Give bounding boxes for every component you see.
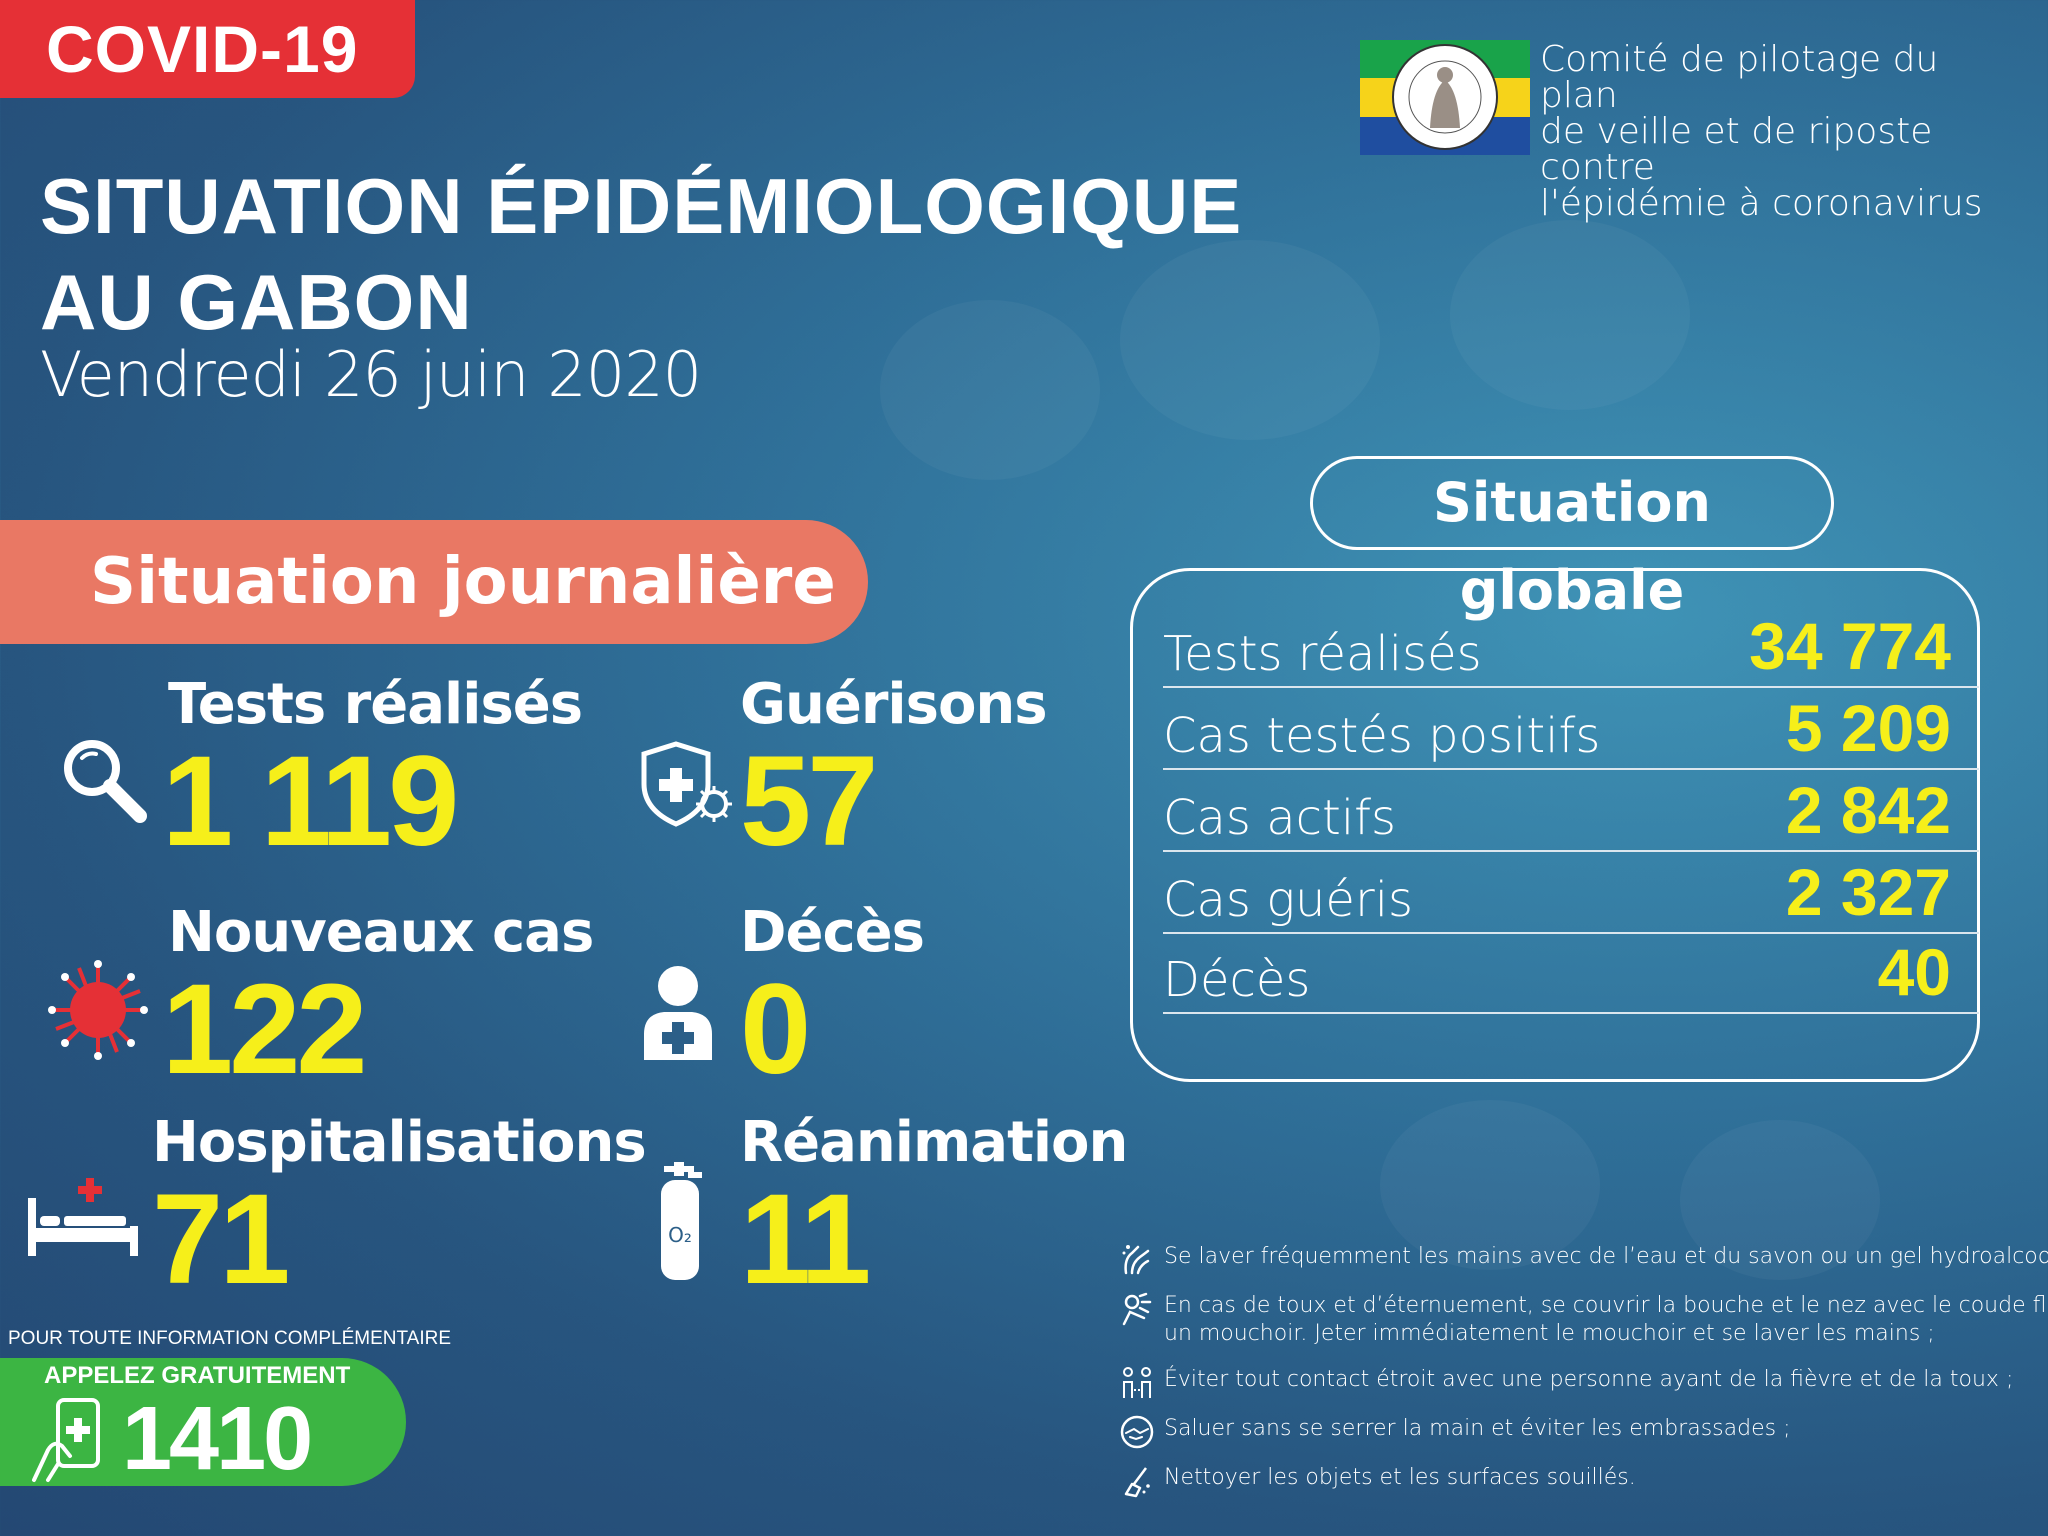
oxygen-tank-icon: O₂ <box>661 1162 702 1280</box>
phone-hand-icon <box>32 1398 100 1482</box>
background-decoration <box>1120 240 1380 440</box>
sneeze-icon <box>1122 1292 1152 1326</box>
distance-icon <box>1123 1367 1151 1398</box>
advice-text: En cas de toux et d’éternuement, se couv… <box>1164 1293 2048 1346</box>
stat-label-hospitalizations: Hospitalisations <box>152 1110 647 1175</box>
daily-situation-banner: Situation journalière <box>0 520 868 644</box>
cleaning-icon <box>1124 1467 1150 1498</box>
magnifier-icon <box>64 740 147 823</box>
stat-label-tests: Tests réalisés <box>168 672 583 737</box>
background-decoration <box>1680 1120 1880 1280</box>
global-row: Cas actifs 2 842 <box>1163 770 1979 852</box>
person-cross-icon <box>644 966 712 1060</box>
svg-text:O₂: O₂ <box>668 1223 692 1247</box>
global-row-label: Cas actifs <box>1163 790 1397 846</box>
background-decoration <box>1380 1100 1600 1270</box>
committee-text: Comité de pilotage du plan de veille et … <box>1540 42 2020 222</box>
global-row-label: Tests réalisés <box>1163 626 1482 682</box>
committee-line: Comité de pilotage du plan <box>1540 39 1939 116</box>
advice-text: Éviter tout contact étroit avec une pers… <box>1164 1367 2014 1392</box>
stat-value-recoveries: 57 <box>740 730 878 873</box>
covid-tag: COVID-19 <box>0 0 415 98</box>
global-row-value: 2 842 <box>1785 773 1951 847</box>
stat-value-new-cases: 122 <box>162 958 368 1101</box>
no-handshake-icon <box>1120 1415 1154 1449</box>
info-label: POUR TOUTE INFORMATION COMPLÉMENTAIRE <box>8 1328 452 1349</box>
global-row: Décès 40 <box>1163 932 1979 1014</box>
advice-text: Se laver fréquemment les mains avec de l… <box>1164 1244 2048 1269</box>
global-row-label: Cas guéris <box>1163 872 1414 928</box>
stat-value-tests: 1 119 <box>162 730 459 873</box>
background-decoration <box>1450 220 1690 410</box>
hotline-number[interactable]: 1410 <box>122 1389 313 1489</box>
stat-label-recoveries: Guérisons <box>740 672 1048 737</box>
hospital-bed-icon <box>28 1178 138 1256</box>
global-situation-panel <box>1130 568 1980 1082</box>
global-row: Cas testés positifs 5 209 <box>1163 688 1979 770</box>
global-row-label: Cas testés positifs <box>1163 708 1601 764</box>
global-situation-title: Situation globale <box>1310 456 1834 622</box>
background-decoration <box>880 300 1100 480</box>
committee-line: de veille et de riposte contre <box>1540 111 1933 188</box>
hotline-label: APPELEZ GRATUITEMENT <box>44 1362 351 1389</box>
title-line: SITUATION ÉPIDÉMIOLOGIQUE <box>40 162 1243 250</box>
stat-value-deaths: 0 <box>740 958 811 1101</box>
virus-icon <box>48 960 148 1060</box>
global-row-value: 2 327 <box>1785 855 1951 929</box>
stat-value-icu: 11 <box>740 1168 871 1311</box>
global-row: Tests réalisés 34 774 <box>1163 606 1979 688</box>
report-date: Vendredi 26 juin 2020 <box>40 338 702 411</box>
stat-label-deaths: Décès <box>740 900 925 965</box>
global-row-value: 40 <box>1877 935 1951 1009</box>
stat-value-hospitalizations: 71 <box>152 1168 290 1311</box>
advice-text: Saluer sans se serrer la main et éviter … <box>1164 1416 1791 1441</box>
global-row: Cas guéris 2 327 <box>1163 852 1979 934</box>
gabon-emblem-logo <box>1360 40 1530 155</box>
committee-line: l'épidémie à coronavirus <box>1540 183 1983 224</box>
advice-text: Nettoyer les objets et les surfaces soui… <box>1164 1465 1636 1490</box>
stat-label-new-cases: Nouveaux cas <box>168 900 594 965</box>
global-row-label: Décès <box>1163 952 1311 1008</box>
page-title: SITUATION ÉPIDÉMIOLOGIQUE AU GABON <box>40 158 1242 350</box>
hand-wash-icon <box>1122 1245 1150 1275</box>
global-row-value: 5 209 <box>1785 691 1951 765</box>
shield-cross-icon <box>641 741 732 827</box>
global-row-value: 34 774 <box>1749 609 1951 683</box>
title-line: AU GABON <box>40 258 473 346</box>
stat-label-icu: Réanimation <box>740 1110 1128 1175</box>
